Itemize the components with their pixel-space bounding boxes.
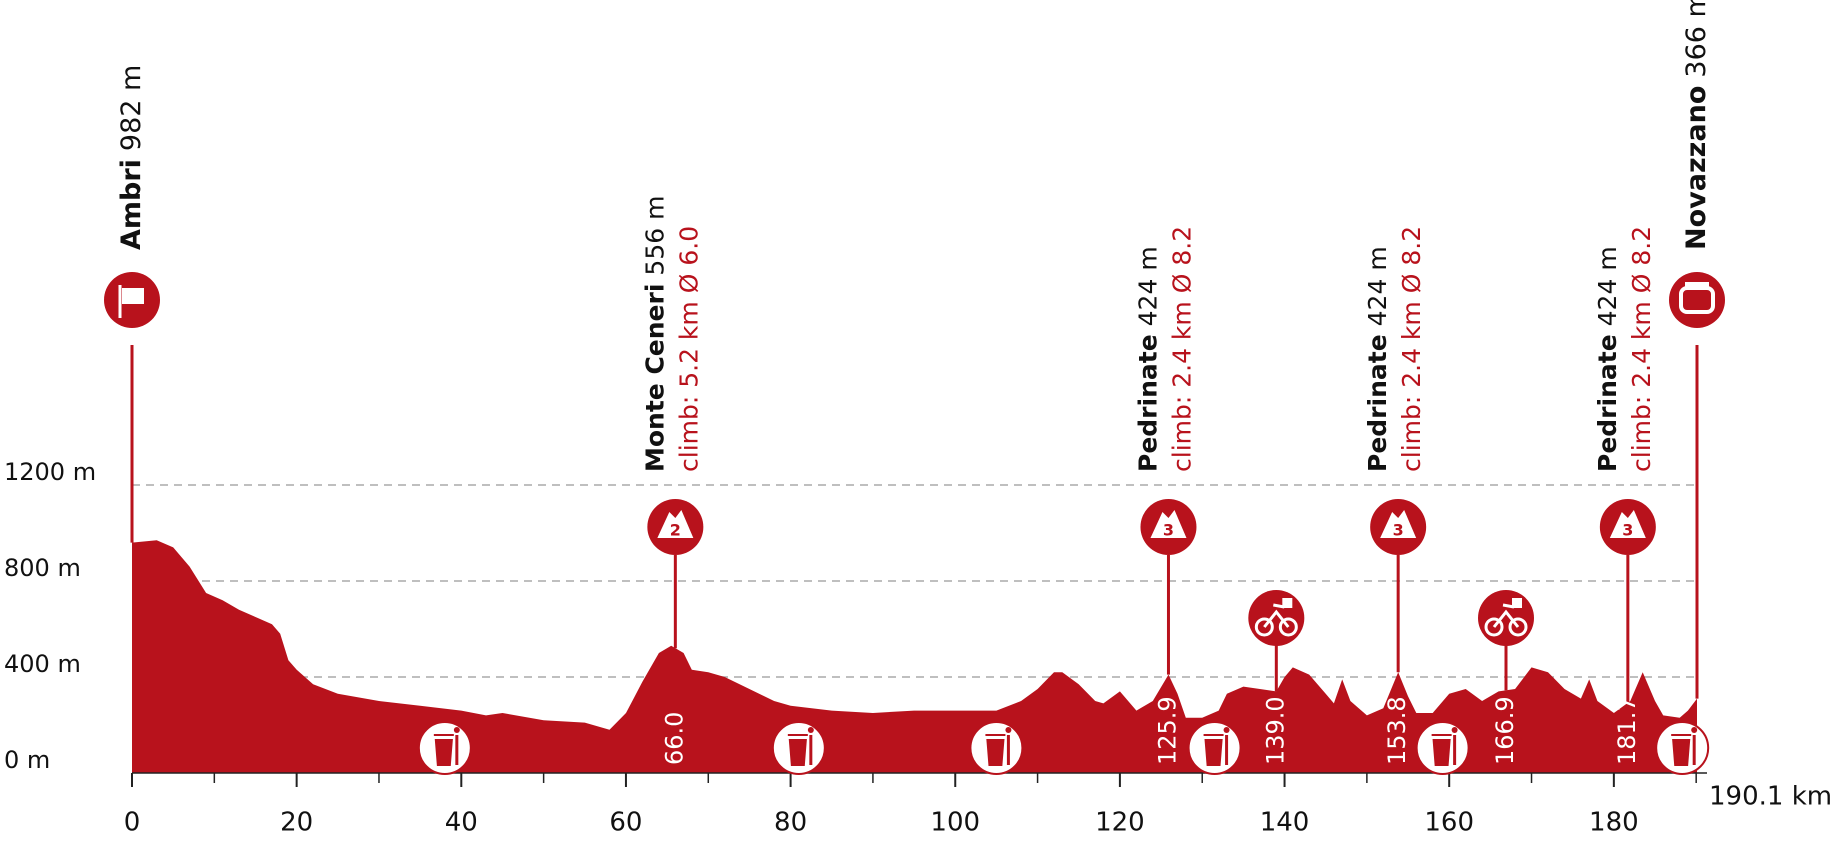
bin [433,734,454,766]
x-tick-label: 120 [1095,808,1145,838]
km-label: 153.8 [1383,696,1411,765]
wheel [1484,617,1504,637]
climb-name: Pedrinate [1363,334,1392,472]
km-label: 66.0 [660,712,688,765]
climb-category: 3 [1622,521,1633,540]
y-tick-label: 800 m [4,554,81,582]
climb-elevation: 424 m [1593,246,1622,326]
sprint-icon [1478,590,1535,646]
climb-category: 2 [670,521,681,540]
climb-label: Pedrinate 424 m [1593,246,1622,472]
wheel [1278,617,1298,637]
x-end-label: 190.1 km [1709,782,1831,812]
km-label: 125.9 [1153,696,1181,765]
bin [985,734,1006,766]
climb-info: climb: 2.4 km Ø 8.2 [1167,226,1196,472]
mountain [1380,510,1417,538]
km-label: 166.9 [1491,696,1519,765]
climb-label: Pedrinate 424 m [1363,246,1392,472]
climb-category: 3 [1163,521,1174,540]
wheel [1254,617,1274,637]
person [1691,727,1698,733]
sign [1282,598,1293,608]
start-elevation: 982 m [116,65,147,151]
mountain [1609,510,1646,538]
x-tick-label: 140 [1260,808,1310,838]
climb-info: climb: 2.4 km Ø 8.2 [1397,226,1426,472]
person [807,727,814,733]
climb-name: Monte Ceneri [640,284,669,472]
x-tick-label: 0 [124,808,141,838]
y-tick-label: 400 m [4,650,81,678]
climb-info: climb: 5.2 km Ø 6.0 [674,226,703,472]
climb-name: Pedrinate [1593,334,1622,472]
climb-info: climb: 2.4 km Ø 8.2 [1627,226,1656,472]
bin [1671,734,1692,766]
mountain [657,510,694,538]
finish-banner [1685,282,1709,289]
y-tick-label: 1200 m [4,458,96,486]
finish-name: Novazzano [1681,86,1712,250]
finish-label: Novazzano 366 m [1681,0,1712,250]
climb-elevation: 556 m [640,196,669,276]
climb-category: 3 [1393,521,1404,540]
flag [122,288,144,304]
elevation-area [132,540,1697,773]
climb-elevation: 424 m [1133,246,1162,326]
finish-elevation: 366 m [1681,0,1712,78]
bin [1203,734,1224,766]
finish-icon [1669,272,1725,328]
bin [1431,734,1452,766]
person [453,727,460,733]
wheel [1508,617,1528,637]
x-tick-label: 60 [609,808,642,838]
x-tick-label: 180 [1589,808,1639,838]
climb-label: Pedrinate 424 m [1133,246,1162,472]
climb-elevation: 424 m [1363,246,1392,326]
sign [1512,598,1523,608]
climb-name: Pedrinate [1133,334,1162,472]
y-tick-label: 0 m [4,746,50,774]
person [1223,727,1230,733]
person [1451,727,1458,733]
x-tick-label: 80 [774,808,807,838]
x-tick-label: 40 [445,808,478,838]
mountain [1150,510,1187,538]
x-tick-label: 160 [1424,808,1474,838]
person [1005,727,1012,733]
start-label: Ambri 982 m [116,65,147,250]
start-name: Ambri [116,159,147,250]
x-tick-label: 20 [280,808,313,838]
climb-label: Monte Ceneri 556 m [640,196,669,472]
x-tick-label: 100 [930,808,980,838]
bin [787,734,808,766]
sprint-icon [1248,590,1305,646]
km-label: 181.7 [1613,696,1641,765]
km-label: 139.0 [1261,696,1289,765]
